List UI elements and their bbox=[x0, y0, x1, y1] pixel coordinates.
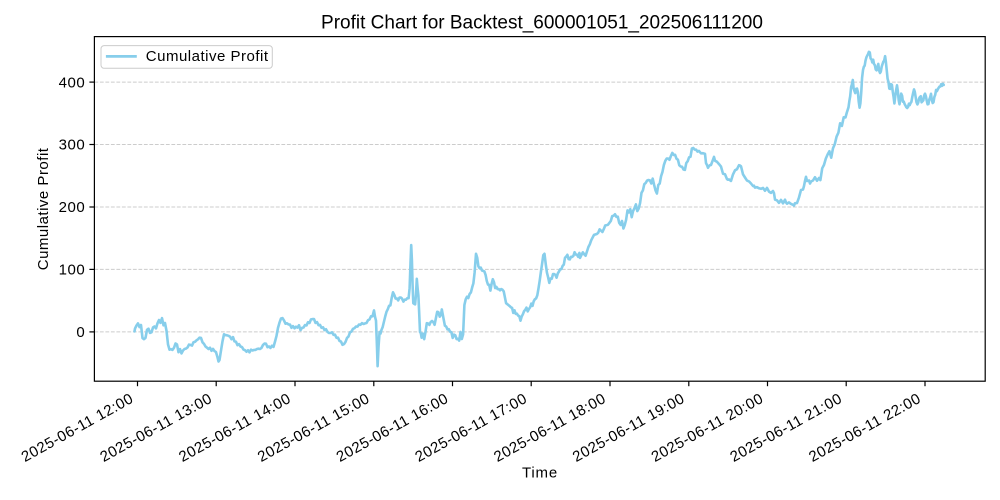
svg-text:400: 400 bbox=[59, 74, 86, 91]
svg-text:0: 0 bbox=[76, 324, 85, 341]
svg-text:200: 200 bbox=[59, 199, 86, 216]
svg-text:300: 300 bbox=[59, 137, 86, 154]
svg-text:100: 100 bbox=[59, 262, 86, 279]
svg-text:Profit Chart for Backtest_6000: Profit Chart for Backtest_600001051_2025… bbox=[321, 13, 763, 34]
svg-text:Cumulative Profit: Cumulative Profit bbox=[35, 147, 52, 270]
svg-text:Time: Time bbox=[522, 465, 558, 482]
svg-text:Cumulative Profit: Cumulative Profit bbox=[146, 48, 269, 65]
